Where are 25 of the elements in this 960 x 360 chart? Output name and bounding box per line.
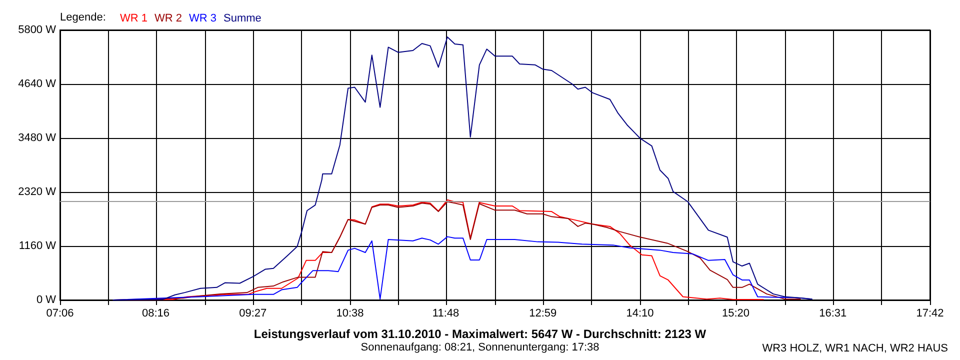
x-tick-label: 07:06 — [46, 308, 74, 320]
text: WR 2 — [154, 12, 182, 24]
legend-title: Legende: — [60, 12, 106, 24]
x-tick-label: 12:59 — [529, 308, 557, 320]
y-tick-label: 2320 W — [18, 186, 57, 198]
x-tick-label: 09:27 — [239, 308, 267, 320]
y-tick-label: 5800 W — [18, 24, 57, 36]
text: WR 1 — [120, 12, 148, 24]
line-series — [112, 36, 812, 300]
x-tick-label: 17:42 — [916, 308, 944, 320]
text: Summe — [224, 12, 262, 24]
x-tick-label: 16:31 — [819, 308, 847, 320]
x-tick-label: 10:38 — [336, 308, 364, 320]
text: WR3 HOLZ, WR1 NACH, WR2 HAUS — [762, 342, 948, 354]
x-tick-label: 08:16 — [142, 308, 170, 320]
y-tick-label: 3480 W — [18, 132, 57, 144]
x-tick-label: 14:10 — [626, 308, 654, 320]
y-tick-label: 0 W — [36, 294, 57, 306]
x-tick-label: 15:20 — [722, 308, 750, 320]
y-tick-label: 4640 W — [18, 78, 57, 90]
text: Leistungsverlauf vom 31.10.2010 - Maximalwert: 5647 W - Durchschnitt: 2123 W — [254, 327, 707, 341]
y-tick-label: 1160 W — [18, 240, 57, 252]
text: WR 3 — [189, 12, 216, 24]
x-tick-label: 11:48 — [432, 308, 460, 320]
text: Sonnenaufgang: 08:21, Sonnenuntergang: 17:38 — [360, 342, 600, 354]
